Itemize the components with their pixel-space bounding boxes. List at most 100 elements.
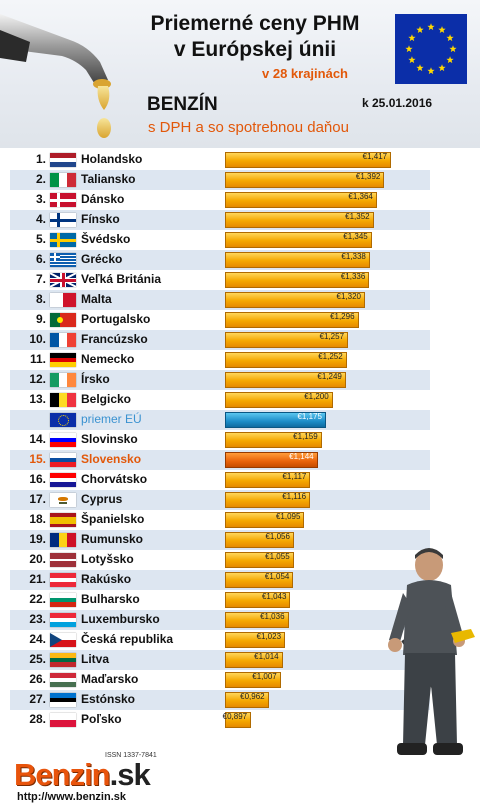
price-label: €1,055 bbox=[265, 552, 290, 561]
rank-label: 12. bbox=[29, 372, 46, 386]
country-row: 18. Španielsko €1,095 bbox=[10, 510, 430, 530]
cz-flag-icon bbox=[50, 633, 76, 647]
rank-label: 5. bbox=[35, 232, 46, 246]
tax-note: s DPH a so spotrebnou daňou bbox=[148, 119, 349, 136]
price-label: €1,417 bbox=[362, 152, 388, 161]
country-row: 23. Luxembursko €1,036 bbox=[10, 610, 430, 630]
subtitle: v 28 krajinách bbox=[262, 66, 348, 81]
price-label: €1,352 bbox=[345, 212, 370, 221]
fuel-attendant-illustration bbox=[388, 548, 475, 755]
price-bar bbox=[225, 672, 281, 688]
price-bar bbox=[225, 412, 326, 428]
country-row: 19. Rumunsko €1,056 bbox=[10, 530, 430, 550]
country-row: 28. Poľsko €0,897 bbox=[10, 710, 430, 730]
price-label: €1,095 bbox=[275, 512, 301, 521]
fuel-nozzle-icon bbox=[0, 14, 111, 138]
price-label: €1,144 bbox=[289, 452, 314, 461]
country-name: Cyprus bbox=[81, 492, 123, 506]
country-row: 1. Holandsko €1,417 bbox=[10, 150, 430, 170]
country-row: 11. Nemecko €1,252 bbox=[10, 350, 430, 370]
website-link[interactable]: http://www.benzin.sk bbox=[17, 791, 126, 803]
logo-suffix: .sk bbox=[109, 757, 151, 792]
country-row: 7. Veľká Británia €1,336 bbox=[10, 270, 430, 290]
country-name: Lotyšsko bbox=[81, 552, 134, 566]
rank-label: 17. bbox=[29, 492, 46, 506]
eu-star-icon bbox=[449, 45, 457, 53]
country-row: 27. Estónsko €0,962 bbox=[10, 690, 430, 710]
country-name: Švédsko bbox=[81, 232, 131, 246]
hu-flag-icon bbox=[50, 673, 76, 687]
price-bar bbox=[225, 512, 305, 528]
rank-label: 14. bbox=[29, 432, 46, 446]
rank-label: 3. bbox=[35, 192, 46, 206]
eu-star-icon bbox=[408, 34, 416, 42]
price-label: €1,117 bbox=[282, 472, 307, 481]
fr-flag-icon bbox=[50, 333, 76, 347]
logo-name: Benzin bbox=[14, 757, 111, 792]
rank-label: 18. bbox=[29, 512, 46, 526]
eu-flag-icon bbox=[50, 413, 76, 427]
rank-label: 7. bbox=[35, 272, 46, 286]
price-label: €1,023 bbox=[256, 632, 282, 641]
country-name: Luxembursko bbox=[81, 612, 160, 626]
si-flag-icon bbox=[50, 433, 76, 447]
price-label: €1,320 bbox=[336, 292, 361, 301]
de-flag-icon bbox=[50, 353, 76, 367]
country-row: 9. Portugalsko €1,296 bbox=[10, 310, 430, 330]
country-name: Francúzsko bbox=[81, 332, 148, 346]
pt-flag-icon bbox=[50, 313, 76, 327]
rank-label: 21. bbox=[29, 572, 46, 586]
price-label: €1,252 bbox=[318, 352, 343, 361]
price-bar bbox=[225, 652, 283, 668]
pl-flag-icon bbox=[50, 713, 76, 727]
price-label: €1,257 bbox=[319, 332, 345, 341]
price-label: €1,159 bbox=[293, 432, 318, 441]
price-bar bbox=[225, 572, 294, 588]
country-row: 3. Dánsko €1,364 bbox=[10, 190, 430, 210]
price-bar bbox=[225, 432, 322, 448]
price-label: €1,036 bbox=[260, 612, 285, 621]
issn-label: ISSN 1337-7841 bbox=[105, 752, 157, 759]
country-row: 12. Írsko €1,249 bbox=[10, 370, 430, 390]
country-name: Grécko bbox=[81, 252, 123, 266]
es-flag-icon bbox=[50, 513, 76, 527]
country-row: 20. Lotyšsko €1,055 bbox=[10, 550, 430, 570]
country-row: 14. Slovinsko €1,159 bbox=[10, 430, 430, 450]
price-bar bbox=[225, 232, 372, 248]
sk-flag-icon bbox=[50, 453, 76, 467]
eu-star-icon bbox=[438, 64, 446, 72]
fi-flag-icon bbox=[50, 213, 76, 227]
country-name: Taliansko bbox=[81, 172, 136, 186]
country-name: Španielsko bbox=[81, 512, 145, 526]
rank-label: 26. bbox=[29, 672, 46, 686]
price-bar bbox=[225, 272, 370, 288]
header: Priemerné ceny PHM v Európskej únii v 28… bbox=[0, 0, 480, 148]
price-bar bbox=[225, 292, 365, 308]
price-bar bbox=[225, 452, 318, 468]
rank-label: 13. bbox=[29, 392, 46, 406]
country-row: 4. Fínsko €1,352 bbox=[10, 210, 430, 230]
dk-flag-icon bbox=[50, 193, 76, 207]
price-label: €1,296 bbox=[330, 312, 355, 321]
rank-label: 15. bbox=[29, 452, 46, 466]
price-label: €1,364 bbox=[348, 192, 373, 201]
price-label: €1,056 bbox=[265, 532, 290, 541]
country-name: Fínsko bbox=[81, 212, 120, 226]
title-line-2: v Európskej únii bbox=[173, 38, 337, 61]
eu-star-icon bbox=[427, 67, 435, 75]
price-bar bbox=[225, 332, 349, 348]
rank-label: 16. bbox=[29, 472, 46, 486]
price-bar bbox=[225, 472, 311, 488]
nl-flag-icon bbox=[50, 153, 76, 167]
benzin-logo[interactable]: Benzin.sk bbox=[14, 757, 151, 793]
price-label: €1,054 bbox=[264, 572, 290, 581]
rank-label: 1. bbox=[35, 152, 46, 166]
price-label: €1,200 bbox=[304, 392, 329, 401]
country-name: Poľsko bbox=[81, 712, 122, 726]
price-bar bbox=[225, 212, 374, 228]
price-bar bbox=[225, 372, 346, 388]
eu-star-icon bbox=[405, 45, 413, 53]
country-name: Portugalsko bbox=[81, 312, 151, 326]
eu-star-icon bbox=[438, 26, 446, 34]
country-name: priemer EÚ bbox=[81, 412, 142, 426]
